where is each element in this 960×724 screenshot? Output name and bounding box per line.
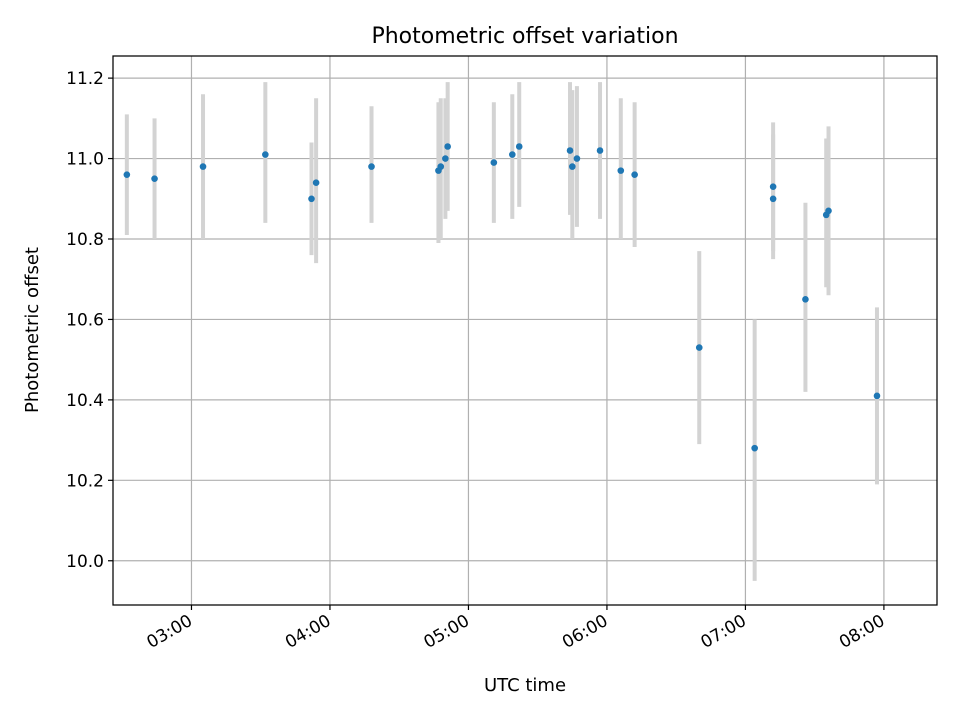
y-tick-label: 10.0 <box>66 552 104 572</box>
data-point <box>312 179 320 186</box>
x-axis-label: UTC time <box>484 675 566 696</box>
data-point <box>566 147 574 154</box>
data-point <box>151 175 158 182</box>
data-points <box>123 143 881 452</box>
y-tick-label: 10.4 <box>66 391 104 411</box>
data-point <box>825 207 832 215</box>
data-point <box>490 159 498 166</box>
data-point <box>573 155 581 162</box>
data-point <box>123 171 131 178</box>
data-point <box>442 155 449 162</box>
y-tick-label: 11.2 <box>66 69 104 89</box>
chart-title: Photometric offset variation <box>371 24 678 49</box>
y-tick-label: 11.0 <box>66 150 104 170</box>
data-point <box>569 163 576 170</box>
data-point <box>262 151 269 158</box>
y-axis: 10.0 10.2 10.4 10.6 10.8 11.0 11.2 <box>66 69 113 572</box>
data-point <box>199 163 207 170</box>
y-tick-label: 10.6 <box>66 310 104 330</box>
data-point <box>769 183 777 191</box>
data-point <box>695 344 703 351</box>
y-tick-label: 10.2 <box>66 471 104 491</box>
data-point <box>444 143 451 150</box>
data-point <box>509 151 516 158</box>
data-point <box>769 195 777 203</box>
data-point <box>437 163 445 170</box>
data-point <box>308 195 315 203</box>
y-tick-label: 10.8 <box>66 230 104 250</box>
plot-frame <box>112 55 938 606</box>
data-point <box>368 163 375 170</box>
data-point <box>802 296 809 303</box>
data-point <box>515 143 523 150</box>
grid <box>113 56 937 605</box>
data-point <box>751 444 758 452</box>
y-axis-label: Photometric offset <box>22 247 43 413</box>
data-point <box>873 392 881 400</box>
data-point <box>596 147 604 154</box>
data-point <box>631 171 638 178</box>
data-point <box>617 167 625 174</box>
